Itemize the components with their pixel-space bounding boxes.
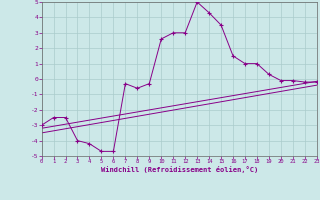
X-axis label: Windchill (Refroidissement éolien,°C): Windchill (Refroidissement éolien,°C) bbox=[100, 166, 258, 173]
